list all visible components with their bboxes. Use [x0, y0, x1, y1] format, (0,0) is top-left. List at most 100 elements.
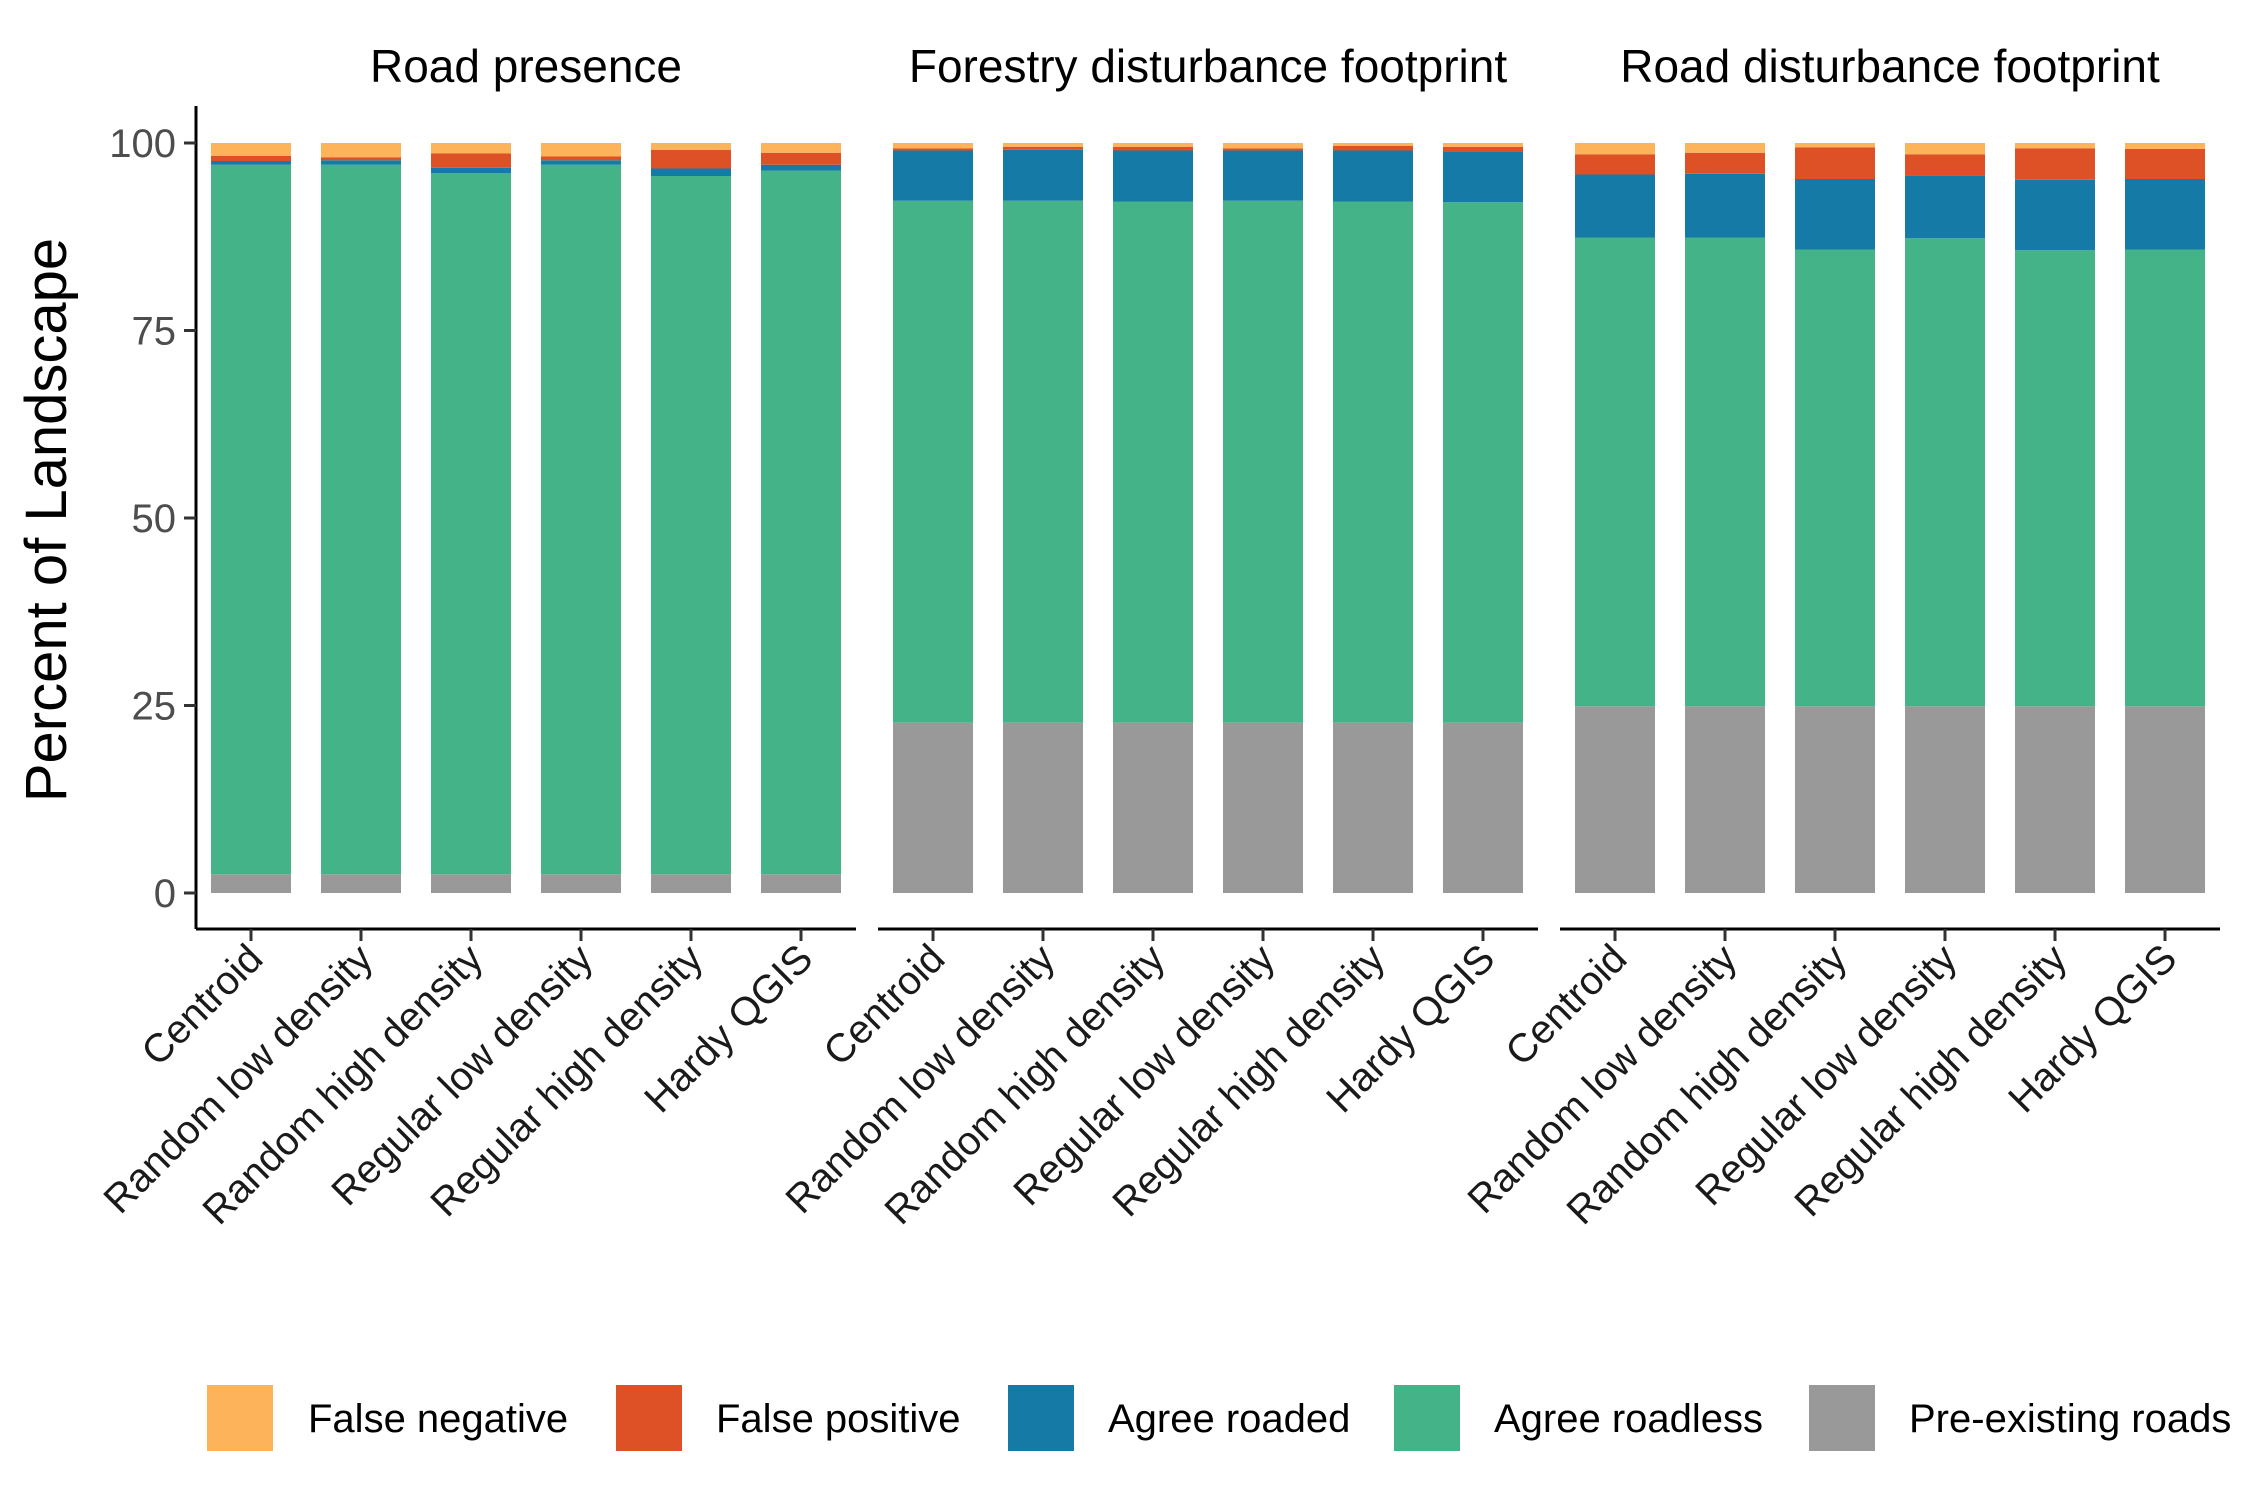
bar-regular-low-density [1905, 143, 1985, 893]
bar-segment-false-positive [1575, 154, 1655, 175]
bar-segment-false-negative [1685, 143, 1765, 153]
bar-segment-agree-roaded [1223, 150, 1303, 201]
bar-segment-agree-roaded [1575, 174, 1655, 238]
bar-segment-false-positive [541, 156, 621, 161]
bar-segment-false-positive [893, 148, 973, 151]
legend: False negative False positive Agree roaded… [207, 1385, 2231, 1451]
bar-segment-false-positive [1443, 146, 1523, 152]
bar-regular-low-density [1223, 143, 1303, 893]
bar-segment-agree-roadless [1685, 237, 1765, 707]
bar-segment-pre-existing-roads [1003, 722, 1083, 893]
bar-segment-agree-roadless [893, 200, 973, 723]
bar-segment-false-negative [541, 143, 621, 157]
bar-segment-agree-roaded [321, 160, 401, 165]
bar-segment-pre-existing-roads [1575, 706, 1655, 893]
bar-segment-agree-roadless [211, 164, 291, 875]
bar-segment-false-negative [1905, 143, 1985, 155]
bar-segment-agree-roaded [2015, 179, 2095, 251]
bar-segment-agree-roaded [651, 168, 731, 176]
bar-segment-false-negative [321, 143, 401, 158]
bar-segment-agree-roadless [2125, 249, 2205, 707]
bar-segment-pre-existing-roads [1113, 722, 1193, 893]
legend-label: Agree roadless [1494, 1397, 1763, 1441]
bar-segment-pre-existing-roads [431, 874, 511, 893]
bar-regular-high-density [1333, 143, 1413, 893]
bar-segment-agree-roadless [1905, 238, 1985, 707]
legend-label: False negative [308, 1397, 568, 1441]
bar-segment-agree-roaded [1443, 152, 1523, 203]
bar-segment-false-positive [431, 153, 511, 168]
legend-label: Pre-existing roads [1909, 1397, 2231, 1441]
bar-hardy-qgis [761, 143, 841, 893]
bar-segment-agree-roaded [431, 167, 511, 173]
bar-segment-pre-existing-roads [1223, 722, 1303, 893]
bar-hardy-qgis [1443, 143, 1523, 893]
bar-segment-agree-roaded [1003, 149, 1083, 201]
bar-segment-false-negative [431, 143, 511, 154]
bar-segment-agree-roadless [1333, 201, 1413, 723]
bar-segment-false-positive [1905, 154, 1985, 176]
bar-random-low-density [321, 143, 401, 893]
bar-segment-pre-existing-roads [1795, 706, 1875, 893]
bar-segment-pre-existing-roads [651, 874, 731, 893]
y-tick-label: 100 [109, 122, 176, 166]
bar-segment-pre-existing-roads [321, 874, 401, 893]
y-axis-title: Percent of Landscape [14, 238, 79, 802]
bar-random-high-density [1113, 143, 1193, 893]
bar-random-high-density [431, 143, 511, 893]
bar-segment-agree-roaded [541, 160, 621, 165]
bar-segment-agree-roadless [541, 164, 621, 875]
bar-segment-false-positive [761, 152, 841, 165]
bar-segment-agree-roaded [1905, 175, 1985, 239]
panel-title: Road presence [370, 40, 682, 92]
panel-title: Forestry disturbance footprint [909, 40, 1507, 92]
bar-segment-false-positive [1795, 147, 1875, 179]
bar-centroid [893, 143, 973, 893]
bar-segment-false-positive [651, 149, 731, 169]
legend-swatch [1008, 1385, 1074, 1451]
y-tick-label: 0 [154, 872, 176, 916]
bar-segment-pre-existing-roads [1685, 706, 1765, 893]
legend-item-false-negative: False negative [207, 1385, 568, 1451]
bar-segment-false-negative [1443, 143, 1523, 147]
legend-item-agree-roaded: Agree roaded [1008, 1385, 1350, 1451]
bar-segment-agree-roaded [1333, 150, 1413, 202]
y-tick-label: 25 [132, 685, 177, 729]
bar-segment-pre-existing-roads [1443, 722, 1523, 893]
bar-segment-false-positive [211, 155, 291, 161]
bar-segment-pre-existing-roads [2015, 706, 2095, 893]
legend-item-false-positive: False positive [616, 1385, 961, 1451]
panel-title: Road disturbance footprint [1620, 40, 2160, 92]
bar-segment-false-positive [1113, 146, 1193, 151]
bar-segment-agree-roadless [1113, 201, 1193, 723]
bar-random-low-density [1685, 143, 1765, 893]
bar-segment-false-positive [1685, 152, 1765, 174]
bar-segment-agree-roaded [2125, 179, 2205, 250]
bar-segment-pre-existing-roads [2125, 706, 2205, 893]
bar-segment-false-positive [2015, 148, 2095, 180]
bar-segment-agree-roaded [761, 164, 841, 171]
bar-segment-agree-roadless [1443, 202, 1523, 723]
bar-centroid [1575, 143, 1655, 893]
legend-swatch [1809, 1385, 1875, 1451]
y-tick-label: 50 [132, 497, 177, 541]
bar-random-low-density [1003, 143, 1083, 893]
bar-segment-false-positive [321, 157, 401, 161]
panel-road-disturbance-footprint: Road disturbance footprintCentroidRandom… [1460, 40, 2220, 1233]
bar-segment-agree-roadless [1795, 249, 1875, 707]
bar-segment-false-negative [211, 143, 291, 156]
y-tick-label: 75 [132, 310, 177, 354]
bar-random-high-density [1795, 143, 1875, 893]
bar-segment-false-positive [1003, 146, 1083, 150]
bar-segment-agree-roadless [1003, 200, 1083, 723]
bar-segment-pre-existing-roads [893, 722, 973, 893]
bar-segment-false-negative [1003, 143, 1083, 147]
bar-regular-high-density [2015, 143, 2095, 893]
bar-segment-pre-existing-roads [761, 874, 841, 893]
bar-hardy-qgis [2125, 143, 2205, 893]
legend-swatch [1394, 1385, 1460, 1451]
panel-forestry-disturbance-footprint: Forestry disturbance footprintCentroidRa… [778, 40, 1538, 1233]
